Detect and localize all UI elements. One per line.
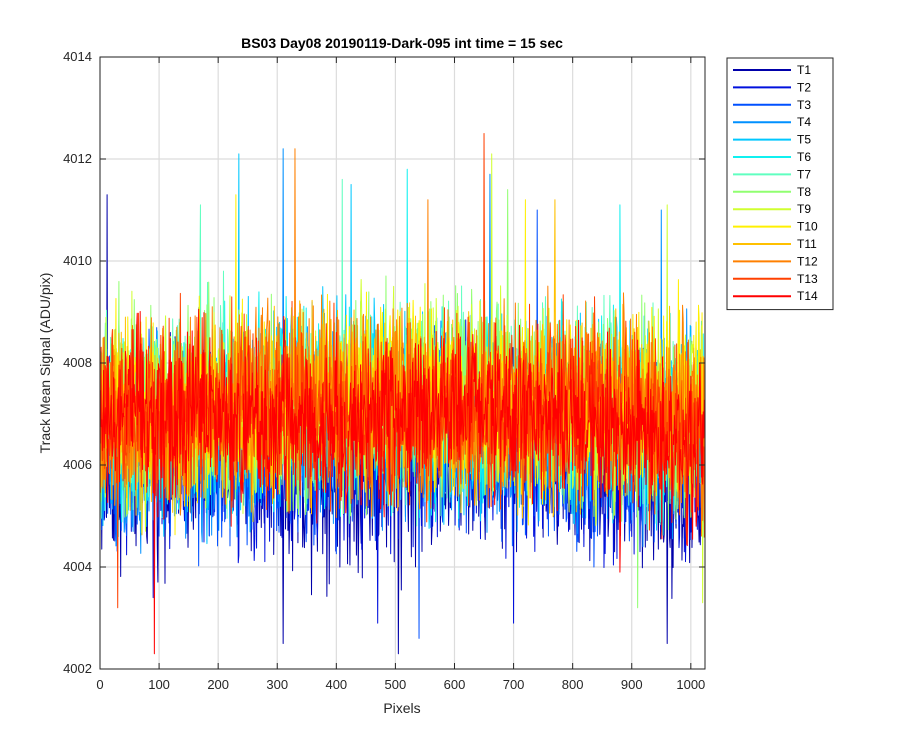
legend-label-t6: T6 — [797, 150, 811, 164]
y-tick-label: 4006 — [63, 457, 92, 472]
legend-label-t10: T10 — [797, 220, 818, 234]
legend: T1 T2 T3 T4 T5 T6 T7 T8 T9 T10 T11 T12 T13 T14 — [726, 57, 834, 311]
x-tick-label: 600 — [444, 677, 466, 692]
x-tick-label: 700 — [503, 677, 525, 692]
x-tick-label: 300 — [266, 677, 288, 692]
x-tick-label: 100 — [148, 677, 170, 692]
x-tick-label: 800 — [562, 677, 584, 692]
y-tick-label: 4004 — [63, 559, 92, 574]
legend-label-t8: T8 — [797, 185, 811, 199]
legend-label-t9: T9 — [797, 202, 811, 216]
legend-label-t7: T7 — [797, 167, 811, 181]
legend-label-t11: T11 — [797, 237, 817, 251]
x-tick-label: 1000 — [676, 677, 705, 692]
x-axis-label: Pixels — [383, 700, 420, 716]
x-tick-label: 500 — [385, 677, 407, 692]
y-tick-label: 4010 — [63, 253, 92, 268]
y-tick-label: 4008 — [63, 355, 92, 370]
x-tick-label: 900 — [621, 677, 643, 692]
x-tick-label: 200 — [207, 677, 229, 692]
legend-label-t1: T1 — [797, 63, 811, 77]
series-line-t14 — [100, 308, 706, 655]
legend-label-t3: T3 — [797, 98, 811, 112]
legend-label-t5: T5 — [797, 133, 811, 147]
ticks: 0 100 200 300 400 500 600 700 800 900 1000 4002 4004… — [63, 49, 705, 692]
legend-label-t13: T13 — [797, 272, 818, 286]
legend-label-t14: T14 — [797, 289, 818, 303]
x-tick-label: 400 — [325, 677, 347, 692]
y-tick-label: 4002 — [63, 661, 92, 676]
series-layer — [100, 133, 706, 655]
legend-label-t4: T4 — [797, 115, 811, 129]
legend-label-t2: T2 — [797, 80, 811, 94]
y-tick-label: 4014 — [63, 49, 92, 64]
legend-box — [726, 57, 834, 311]
chart-title: BS03 Day08 20190119-Dark-095 int time = … — [241, 35, 563, 51]
legend-label-t12: T12 — [797, 254, 818, 268]
y-tick-label: 4012 — [63, 151, 92, 166]
x-tick-label: 0 — [96, 677, 103, 692]
y-axis-label: Track Mean Signal (ADU/pix) — [37, 273, 53, 454]
